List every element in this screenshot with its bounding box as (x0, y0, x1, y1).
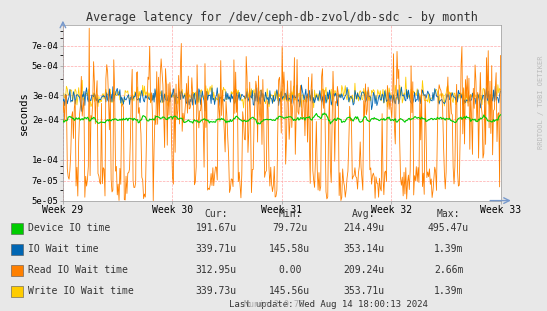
Text: 2.66m: 2.66m (434, 265, 463, 275)
Text: 214.49u: 214.49u (343, 223, 385, 233)
Text: 312.95u: 312.95u (195, 265, 237, 275)
Text: 0.00: 0.00 (278, 265, 301, 275)
Text: Last update: Wed Aug 14 18:00:13 2024: Last update: Wed Aug 14 18:00:13 2024 (229, 300, 428, 309)
Text: Device IO time: Device IO time (28, 223, 110, 233)
Text: 1.39m: 1.39m (434, 244, 463, 254)
Text: Min:: Min: (278, 209, 301, 220)
Text: 339.73u: 339.73u (195, 286, 237, 296)
Text: Cur:: Cur: (205, 209, 228, 220)
Text: 495.47u: 495.47u (428, 223, 469, 233)
Text: 209.24u: 209.24u (343, 265, 385, 275)
Text: 79.72u: 79.72u (272, 223, 307, 233)
Text: Avg:: Avg: (352, 209, 375, 220)
Bar (11, 223, 23, 234)
Title: Average latency for /dev/ceph-db-zvol/db-sdc - by month: Average latency for /dev/ceph-db-zvol/db… (86, 11, 478, 24)
Bar (11, 285, 23, 297)
Bar (11, 265, 23, 276)
Text: Munin 2.0.75: Munin 2.0.75 (243, 300, 304, 309)
Text: Max:: Max: (437, 209, 460, 220)
Text: 353.14u: 353.14u (343, 244, 385, 254)
Text: 191.67u: 191.67u (195, 223, 237, 233)
Text: RRDTOOL / TOBI OETIKER: RRDTOOL / TOBI OETIKER (538, 56, 544, 149)
Text: 353.71u: 353.71u (343, 286, 385, 296)
Bar (11, 244, 23, 255)
Text: IO Wait time: IO Wait time (28, 244, 99, 254)
Y-axis label: seconds: seconds (19, 91, 29, 135)
Text: 145.56u: 145.56u (269, 286, 311, 296)
Text: 339.71u: 339.71u (195, 244, 237, 254)
Text: 1.39m: 1.39m (434, 286, 463, 296)
Text: Write IO Wait time: Write IO Wait time (28, 286, 134, 296)
Text: Read IO Wait time: Read IO Wait time (28, 265, 129, 275)
Text: 145.58u: 145.58u (269, 244, 311, 254)
